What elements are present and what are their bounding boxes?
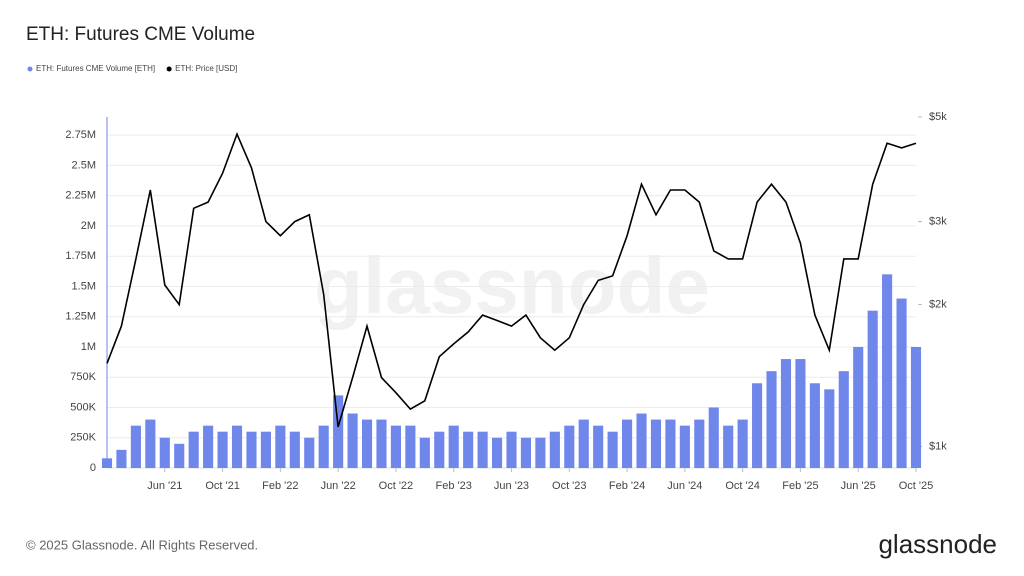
y-tick-label: 1.25M [65,311,96,323]
bar [130,425,141,468]
bar [824,389,835,468]
bar [752,383,763,468]
bar [896,298,907,468]
bar [578,419,589,468]
bar [448,425,459,468]
bar [535,437,546,468]
brand-logo: glassnode [878,529,997,559]
y-tick-label: 2.25M [65,190,96,202]
bar [174,443,185,468]
y2-tick-label: $1k [929,440,947,452]
bar [622,419,633,468]
bar [304,437,315,468]
bar [116,449,127,468]
bar [347,413,358,468]
bar [318,425,329,468]
x-tick-label: Oct '24 [725,480,760,492]
bar [405,425,416,468]
bar [275,425,286,468]
bar [564,425,575,468]
bar [593,425,604,468]
bar [853,346,864,468]
bar [390,425,401,468]
y-tick-label: 750K [70,371,96,383]
legend-label: ETH: Futures CME Volume [ETH] [36,64,155,73]
bar [145,419,156,468]
bar [231,425,243,468]
y-tick-label: 2.5M [72,159,96,171]
bar [246,431,257,468]
bar [289,431,300,468]
bar [419,437,430,468]
x-tick-label: Oct '25 [899,480,934,492]
bar [650,419,662,468]
bar [217,431,228,468]
bar [203,425,214,468]
x-tick-label: Feb '22 [262,480,298,492]
bar [723,425,734,468]
y-tick-label: 2.75M [65,129,96,141]
bar [708,407,719,468]
legend-marker [166,66,172,72]
x-tick-label: Jun '21 [147,480,182,492]
price-line [106,131,917,428]
y-tick-label: 2M [81,220,96,232]
bar [838,371,849,468]
x-tick-label: Oct '23 [552,480,587,492]
x-tick-label: Jun '25 [841,480,876,492]
bar [665,419,676,468]
bar [463,431,474,468]
x-tick-label: Jun '23 [494,480,529,492]
x-tick-label: Feb '23 [436,480,472,492]
y2-tick-label: $5k [929,111,947,123]
bar [882,274,893,468]
footer: © 2025 Glassnode. All Rights Reserved. [26,537,258,552]
x-tick-label: Oct '22 [379,480,414,492]
bar [549,431,560,468]
bar [910,346,922,468]
bar [694,419,705,468]
bar [766,371,777,468]
bar [434,431,445,468]
bar [780,359,792,468]
bar [679,425,690,468]
bar [520,437,532,468]
y-tick-label: 500K [70,401,96,413]
y-tick-label: 1.5M [72,280,96,292]
bar [101,458,113,468]
bar [795,359,806,468]
x-tick-label: Oct '21 [205,480,240,492]
bar [737,419,748,468]
y2-tick-label: $3k [929,215,947,227]
y-tick-label: 1.75M [65,250,96,262]
bar [809,383,820,468]
bar [607,431,618,468]
bar [159,437,170,468]
y-tick-label: 0 [90,462,96,474]
bar [506,431,517,468]
bar [188,431,199,468]
legend-marker [27,66,33,72]
y2-tick-label: $2k [929,298,947,310]
bar [636,413,647,468]
bar [260,431,271,468]
x-tick-label: Jun '22 [321,480,356,492]
bar [491,437,503,468]
bar [361,419,373,468]
legend-label: ETH: Price [USD] [175,64,237,73]
y-tick-label: 250K [70,432,96,444]
x-tick-label: Jun '24 [667,480,702,492]
x-tick-label: Feb '25 [782,480,818,492]
bar [333,395,344,468]
chart-title: ETH: Futures CME Volume [26,24,255,45]
x-tick-label: Feb '24 [609,480,645,492]
y-tick-label: 1M [81,341,96,353]
bar [867,310,878,468]
bar [477,431,488,468]
bar [376,419,387,468]
